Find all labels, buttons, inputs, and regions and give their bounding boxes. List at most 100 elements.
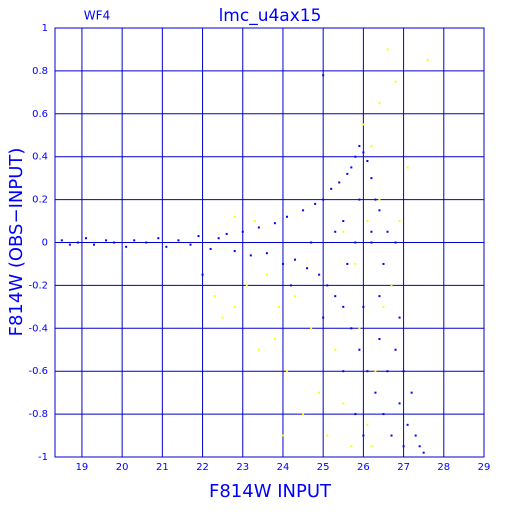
point	[382, 305, 385, 308]
point	[378, 102, 381, 105]
x-tick-label: 28	[437, 462, 450, 473]
point	[197, 235, 200, 238]
point	[310, 241, 313, 244]
point	[342, 305, 345, 308]
x-tick-label: 26	[357, 462, 370, 473]
point	[374, 198, 377, 201]
point	[386, 48, 389, 51]
point	[133, 239, 136, 242]
point	[326, 284, 329, 287]
point	[398, 316, 401, 319]
point	[378, 198, 381, 201]
point	[285, 215, 288, 218]
point	[350, 166, 353, 169]
point	[390, 434, 393, 437]
point	[233, 250, 236, 253]
point	[273, 338, 276, 341]
point	[225, 232, 228, 235]
point	[342, 230, 345, 233]
point	[233, 305, 236, 308]
point	[277, 305, 280, 308]
point	[370, 144, 373, 147]
y-tick-label: -0.8	[28, 409, 48, 420]
point	[209, 247, 212, 250]
y-tick-label: 1	[42, 23, 48, 34]
point	[342, 220, 345, 223]
point	[60, 239, 63, 242]
point	[310, 327, 313, 330]
point	[306, 267, 309, 270]
point	[390, 284, 393, 287]
point	[76, 241, 79, 244]
chart-subtitle: WF4	[84, 9, 110, 23]
x-tick-label: 25	[317, 462, 330, 473]
x-tick-label: 21	[156, 462, 169, 473]
point	[253, 220, 256, 223]
point	[318, 273, 321, 276]
chart-title: lmc_u4ax15	[219, 6, 322, 26]
point	[350, 445, 353, 448]
point	[285, 370, 288, 373]
point	[113, 241, 116, 244]
point	[241, 230, 244, 233]
point	[217, 237, 220, 240]
point	[322, 316, 325, 319]
point	[386, 370, 389, 373]
point	[257, 348, 260, 351]
point	[394, 241, 397, 244]
point	[322, 74, 325, 77]
point	[418, 445, 421, 448]
point	[334, 295, 337, 298]
point	[370, 241, 373, 244]
point	[125, 245, 128, 248]
y-tick-label: 0.4	[32, 152, 48, 163]
point	[334, 230, 337, 233]
point	[326, 434, 329, 437]
point	[374, 370, 377, 373]
point	[273, 222, 276, 225]
x-tick-label: 20	[116, 462, 129, 473]
point	[302, 413, 305, 416]
point	[105, 239, 108, 242]
point	[426, 59, 429, 62]
point	[322, 198, 325, 201]
point	[221, 316, 224, 319]
point	[233, 215, 236, 218]
point	[366, 423, 369, 426]
point	[382, 413, 385, 416]
x-tick-label: 29	[478, 462, 491, 473]
point	[245, 284, 248, 287]
x-tick-label: 23	[236, 462, 249, 473]
point	[265, 252, 268, 255]
y-tick-label: -1	[38, 452, 48, 463]
y-tick-label: 0.6	[32, 109, 48, 120]
point	[145, 241, 148, 244]
point	[370, 177, 373, 180]
x-tick-label: 19	[76, 462, 89, 473]
y-tick-label: 0.8	[32, 66, 48, 77]
point	[366, 159, 369, 162]
point	[406, 166, 409, 169]
point	[374, 391, 377, 394]
point	[378, 338, 381, 341]
point	[398, 402, 401, 405]
point	[358, 327, 361, 330]
point	[354, 241, 357, 244]
x-axis-label: F814W INPUT	[209, 481, 332, 502]
point	[346, 172, 349, 175]
point	[84, 237, 87, 240]
point	[294, 258, 297, 261]
point	[302, 209, 305, 212]
point	[68, 243, 71, 246]
point	[342, 370, 345, 373]
point	[378, 295, 381, 298]
point	[378, 209, 381, 212]
point	[257, 226, 260, 229]
point	[394, 348, 397, 351]
y-axis-label: F814W (OBS−INPUT)	[6, 148, 27, 337]
point	[165, 245, 168, 248]
point	[358, 144, 361, 147]
point	[201, 273, 204, 276]
plot-frame	[54, 27, 485, 458]
